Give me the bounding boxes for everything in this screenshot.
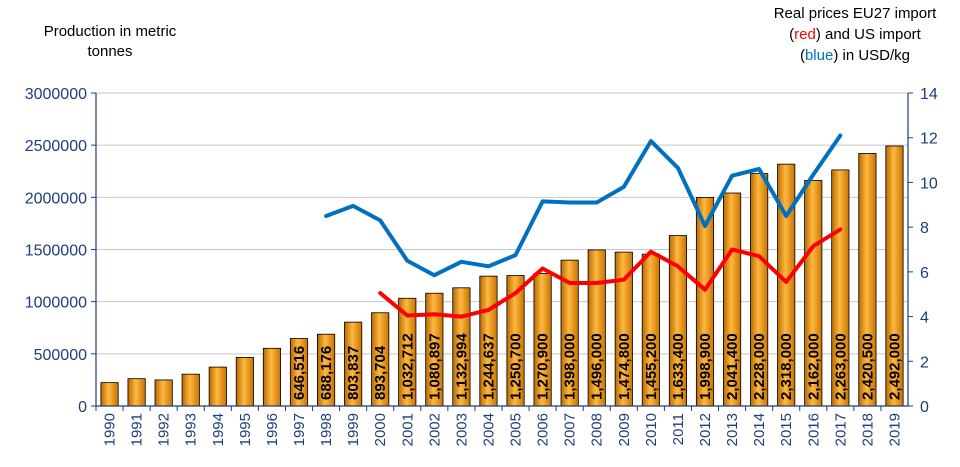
data-label-2013: 2,041,400 — [724, 333, 741, 400]
data-label-2011: 1,633,400 — [670, 333, 687, 400]
bar-1995 — [235, 356, 254, 407]
right-title-part: ( — [800, 47, 805, 64]
x-tick-label-1990: 1990 — [102, 413, 119, 446]
x-tick-label-1997: 1997 — [291, 413, 308, 446]
x-tick-label-1992: 1992 — [156, 413, 173, 446]
right-tick-label: 12 — [920, 131, 938, 148]
left-tick-label: 1500000 — [25, 243, 87, 260]
x-tick-label-1998: 1998 — [318, 413, 335, 446]
right-title-red-word: red — [794, 26, 816, 43]
right-tick-label: 6 — [920, 265, 929, 282]
data-label-2010: 1,455,200 — [643, 333, 660, 400]
x-tick-label-2000: 2000 — [372, 413, 389, 446]
x-tick-label-1991: 1991 — [129, 413, 146, 446]
bar-1992 — [154, 379, 173, 407]
data-label-2002: 1,080,897 — [426, 333, 443, 400]
right-tick-label: 4 — [920, 310, 929, 327]
bar-1990 — [100, 382, 119, 407]
left-tick-label: 1000000 — [25, 295, 87, 312]
x-tick-label-2002: 2002 — [426, 413, 443, 446]
x-tick-label-1999: 1999 — [345, 413, 362, 446]
data-label-2015: 2,318,000 — [778, 333, 795, 400]
data-label-2012: 1,998,900 — [697, 333, 714, 400]
bar-data-labels: 646,516 688,176 803,837 893,704 1,032,712 1,0… — [291, 333, 903, 400]
left-tick-label: 3000000 — [25, 86, 87, 103]
right-tick-label: 14 — [920, 86, 938, 103]
data-label-2018: 2,420,500 — [859, 333, 876, 400]
data-label-2016: 2,162,000 — [805, 333, 822, 400]
x-tick-label-2007: 2007 — [562, 413, 579, 446]
bar-1991 — [127, 378, 146, 407]
x-tick-label-1993: 1993 — [183, 413, 200, 446]
bar-1996 — [262, 347, 281, 407]
x-tick-label-1994: 1994 — [210, 413, 227, 446]
us-import-price-line — [324, 133, 843, 278]
x-tick-label-2001: 2001 — [399, 413, 416, 446]
bar-1993 — [181, 373, 200, 407]
data-label-2006: 1,270,900 — [535, 333, 552, 400]
x-tick-label-2003: 2003 — [453, 413, 470, 446]
x-tick-label-2005: 2005 — [508, 413, 525, 446]
right-axis-title-line1: Real prices EU27 import — [774, 5, 937, 22]
data-label-1998: 688,176 — [318, 346, 335, 400]
x-tick-label-1995: 1995 — [237, 413, 254, 446]
x-tick-label-2008: 2008 — [589, 413, 606, 446]
data-label-2001: 1,032,712 — [399, 333, 416, 400]
right-tick-label: 2 — [920, 354, 929, 371]
axes: 0 500000 1000000 1500000 2000000 2500000 30000… — [25, 86, 938, 446]
data-label-2014: 2,228,000 — [751, 333, 768, 400]
data-label-2007: 1,398,000 — [562, 333, 579, 400]
right-title-blue-word: blue — [805, 47, 833, 64]
data-label-2003: 1,132,994 — [453, 333, 470, 400]
data-label-2008: 1,496,000 — [589, 333, 606, 400]
left-axis-title-line1: Production in metric — [44, 23, 177, 40]
data-label-2000: 893,704 — [372, 345, 389, 400]
right-axis-title-line3: (blue) in USD/kg — [800, 47, 910, 64]
right-title-part: ) in USD/kg — [833, 47, 910, 64]
x-tick-label-2011: 2011 — [670, 413, 687, 445]
x-tick-label-2012: 2012 — [697, 413, 714, 446]
bar-1994 — [208, 366, 227, 407]
x-tick-label-2013: 2013 — [724, 413, 741, 446]
x-tick-label-2009: 2009 — [616, 413, 633, 446]
x-tick-label-2018: 2018 — [859, 413, 876, 446]
left-tick-label: 0 — [78, 399, 87, 416]
right-tick-label: 10 — [920, 175, 938, 192]
data-label-2005: 1,250,700 — [508, 333, 525, 400]
eu27-import-price-line — [378, 227, 843, 319]
x-tick-label-2010: 2010 — [643, 413, 660, 446]
x-tick-label-2014: 2014 — [751, 413, 768, 446]
price-lines — [324, 133, 843, 319]
data-label-1997: 646,516 — [291, 346, 308, 400]
left-tick-label: 500000 — [34, 347, 87, 364]
x-tick-label-1996: 1996 — [264, 413, 281, 446]
data-label-1999: 803,837 — [345, 346, 362, 400]
x-tick-label-2016: 2016 — [805, 413, 822, 446]
right-axis-title-line2: (red) and US import — [789, 26, 922, 43]
data-label-2009: 1,474,800 — [616, 333, 633, 400]
x-tick-label-2015: 2015 — [778, 413, 795, 446]
x-tick-label-2019: 2019 — [886, 413, 903, 446]
x-tick-label-2006: 2006 — [535, 413, 552, 446]
production-bars — [100, 145, 904, 407]
x-tick-label-2017: 2017 — [832, 413, 849, 446]
right-tick-label: 8 — [920, 220, 929, 237]
right-title-part: ( — [789, 26, 794, 43]
x-tick-label-2004: 2004 — [480, 413, 497, 446]
data-label-2019: 2,492,000 — [886, 333, 903, 400]
left-tick-label: 2500000 — [25, 138, 87, 155]
right-title-part: ) and US import — [816, 26, 922, 43]
left-tick-label: 2000000 — [25, 190, 87, 207]
right-tick-label: 0 — [920, 399, 929, 416]
data-label-2017: 2,263,000 — [832, 333, 849, 400]
data-label-2004: 1,244,637 — [480, 333, 497, 400]
left-axis-title-line2: tonnes — [87, 43, 132, 60]
